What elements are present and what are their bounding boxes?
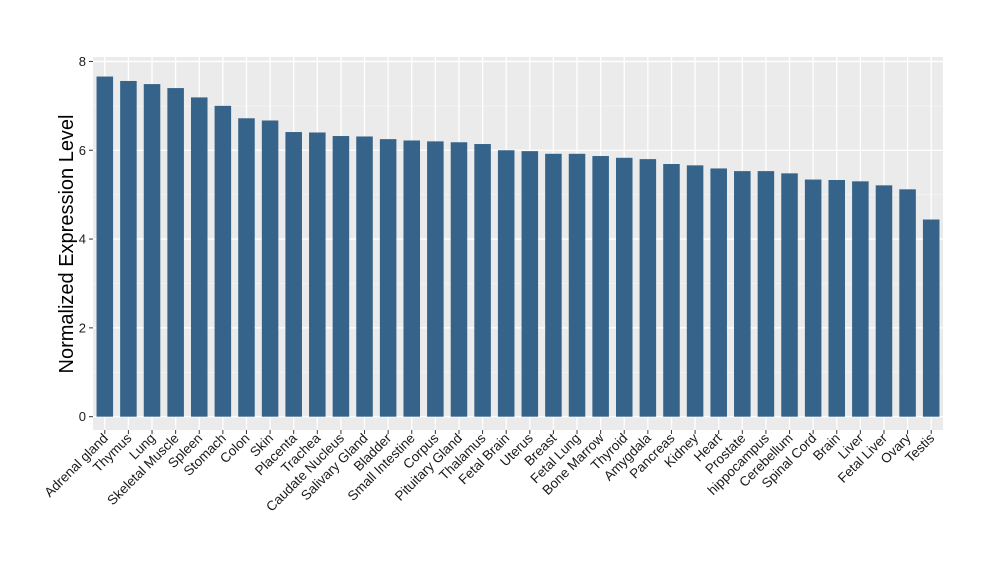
bar (545, 153, 562, 417)
x-tick-label: Brain (810, 431, 843, 464)
bar (120, 80, 137, 417)
plot-panel (93, 57, 943, 430)
bar (474, 144, 491, 417)
bar (96, 76, 114, 417)
bar (379, 139, 397, 417)
bar (521, 151, 539, 417)
bar (332, 136, 350, 417)
bar (403, 140, 421, 417)
bar (309, 132, 326, 417)
bar (261, 120, 279, 417)
y-tick-label: 8 (79, 54, 86, 69)
bar (710, 168, 727, 417)
bar (143, 84, 161, 417)
bar (828, 180, 846, 417)
bars (96, 76, 940, 417)
bar (238, 118, 255, 417)
bar (757, 171, 775, 417)
bar (427, 141, 444, 417)
bar (167, 88, 184, 417)
y-axis: 0 2 4 6 8 (79, 54, 93, 424)
y-tick-label: 6 (79, 143, 86, 158)
bar (615, 157, 633, 417)
bar (686, 165, 704, 417)
bar (734, 171, 751, 417)
bar (592, 156, 609, 417)
bar (899, 189, 916, 417)
bar (356, 136, 373, 417)
bar (450, 142, 468, 417)
bar (568, 153, 586, 417)
y-tick-label: 0 (79, 409, 86, 424)
bar (852, 181, 869, 417)
bar (214, 105, 232, 417)
bar (781, 173, 798, 417)
y-axis-label: Normalized Expression Level (56, 114, 78, 373)
bar (804, 179, 822, 417)
bar (875, 185, 893, 417)
bar (663, 164, 680, 417)
bar (922, 219, 940, 417)
bar (639, 159, 657, 417)
y-tick-label: 2 (79, 320, 86, 335)
bar (190, 97, 208, 417)
bar (497, 150, 515, 417)
y-tick-label: 4 (79, 232, 86, 247)
bar (285, 132, 302, 417)
